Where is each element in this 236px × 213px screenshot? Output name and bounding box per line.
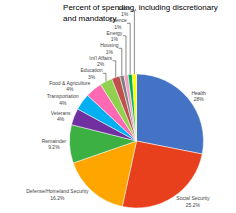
svg-text:Labor1%: Labor1% [118, 5, 131, 18]
svg-text:Food & Agriculture4%: Food & Agriculture4% [49, 80, 90, 93]
svg-text:Transportation4%: Transportation4% [47, 93, 79, 106]
svg-text:Science1%: Science1% [109, 17, 127, 30]
svg-text:Energy1%: Energy1% [107, 30, 123, 43]
svg-text:Education3%: Education3% [80, 67, 102, 80]
svg-text:Social Security25.2%: Social Security25.2% [176, 195, 210, 208]
svg-text:Int'l Affairs2%: Int'l Affairs2% [89, 55, 112, 68]
svg-text:Veterans4%: Veterans4% [51, 110, 71, 123]
svg-text:Percent of spending, including: Percent of spending, including discretio… [63, 3, 218, 22]
svg-text:Remainder9.2%: Remainder9.2% [42, 138, 67, 151]
svg-text:Health28%: Health28% [191, 90, 206, 103]
svg-text:Housing1%: Housing1% [100, 42, 119, 55]
svg-text:Defense/Homeland Security16.2%: Defense/Homeland Security16.2% [26, 188, 89, 201]
